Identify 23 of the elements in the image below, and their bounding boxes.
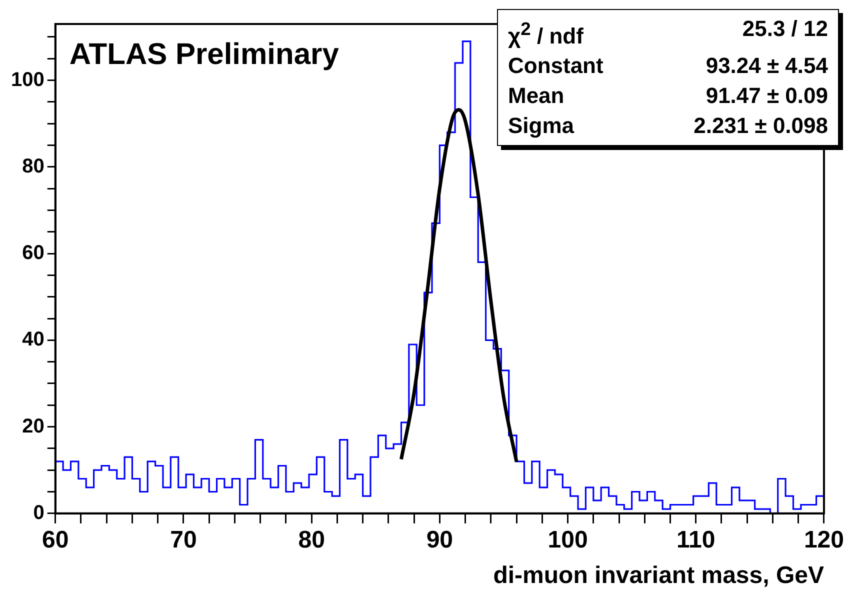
text: ATLAS Preliminary xyxy=(69,38,340,71)
x-tick-label: 80 xyxy=(298,526,325,554)
x-axis-title: di-muon invariant mass, GeV xyxy=(493,562,824,590)
y-tick-label: 0 xyxy=(33,502,44,524)
y-tick-label: 100 xyxy=(10,68,44,91)
x-tick-label: 70 xyxy=(170,526,197,554)
annotation: 91.47 ± 0.09 xyxy=(706,82,828,110)
x-tick-label: 100 xyxy=(548,526,588,554)
annotation: Sigma xyxy=(508,112,574,140)
x-tick-label: 120 xyxy=(804,526,844,554)
annotation: 93.24 ± 4.54 xyxy=(706,52,828,80)
annotation: 2.231 ± 0.098 xyxy=(694,112,828,140)
x-tick-label: 90 xyxy=(426,526,454,554)
x-tick-label: 60 xyxy=(42,526,69,554)
annotation: 25.3 / 12 xyxy=(742,15,828,43)
y-tick-label: 60 xyxy=(22,242,44,264)
annotation: χ$^{2}$ / ndf xyxy=(508,17,584,50)
y-tick-label: 80 xyxy=(22,155,44,178)
annotation: Constant xyxy=(508,52,604,80)
y-tick-label: 20 xyxy=(22,415,44,438)
x-tick-label: 110 xyxy=(676,526,716,554)
annotation: Mean xyxy=(508,82,564,110)
y-tick-label: 40 xyxy=(22,328,44,351)
